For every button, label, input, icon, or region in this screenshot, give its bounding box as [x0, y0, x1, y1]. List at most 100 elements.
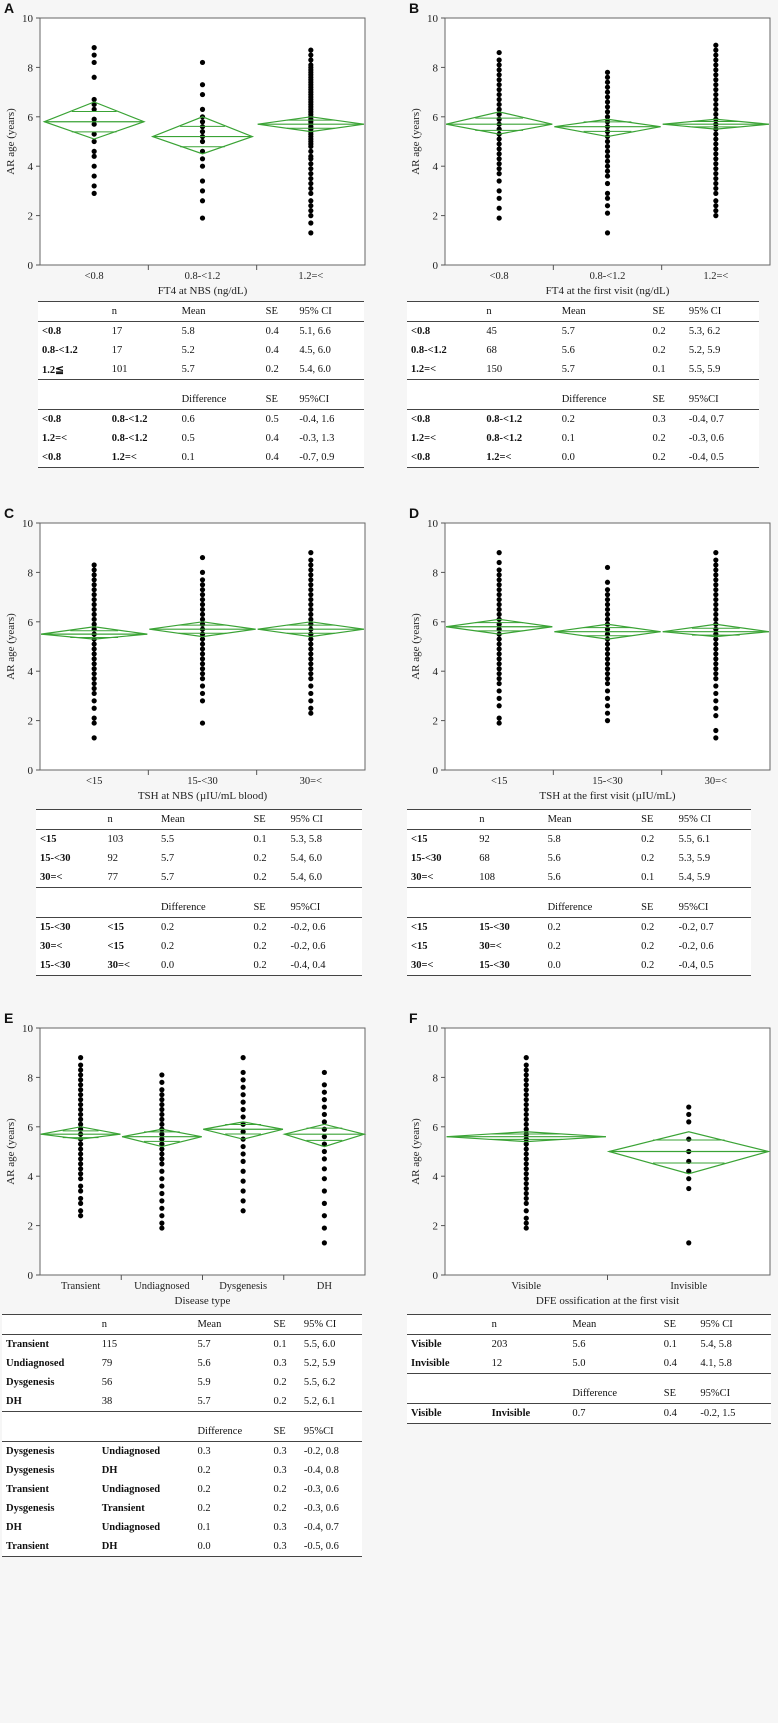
table-cell: 5.5, 5.9	[684, 360, 759, 380]
data-point	[240, 1151, 246, 1157]
data-point	[523, 1141, 529, 1147]
data-point	[604, 676, 611, 682]
data-point	[240, 1208, 246, 1214]
data-point	[91, 661, 97, 667]
data-point	[308, 710, 314, 716]
data-point	[496, 161, 502, 167]
data-point	[604, 89, 611, 95]
data-point	[604, 601, 611, 608]
table-cell: <0.8	[407, 409, 483, 429]
table-cell: -0.2, 0.6	[286, 917, 362, 937]
data-point	[199, 690, 206, 697]
y-tick-label: 2	[28, 1221, 34, 1233]
data-point	[604, 138, 611, 145]
data-point	[604, 195, 611, 201]
data-point	[199, 138, 206, 145]
table-row: 1.2=< 0.8-<1.2 0.1 0.2 -0.3, 0.6	[407, 429, 759, 448]
data-point	[199, 592, 206, 598]
data-point	[604, 94, 611, 100]
data-point	[523, 1055, 529, 1061]
table-cell: <0.8	[407, 321, 483, 341]
data-point	[713, 611, 719, 617]
data-point	[308, 562, 314, 568]
data-point	[78, 1188, 84, 1194]
data-point	[713, 713, 719, 719]
data-point	[713, 82, 719, 88]
y-tick-label: 8	[433, 567, 439, 579]
data-point	[199, 606, 206, 613]
table-cell: 5.7	[193, 1392, 270, 1412]
table-cell	[407, 898, 475, 918]
data-point	[523, 1171, 529, 1177]
data-point	[523, 1166, 529, 1172]
y-tick-label: 6	[433, 1122, 439, 1134]
data-point	[321, 1240, 327, 1246]
data-point	[321, 1104, 327, 1110]
table-cell: 0.2	[261, 360, 296, 380]
table-gap	[407, 380, 759, 391]
panel-label: C	[4, 505, 15, 521]
table-cell: 0.2	[557, 409, 649, 429]
data-point	[91, 131, 97, 137]
data-point	[240, 1084, 246, 1090]
data-point	[199, 587, 206, 593]
data-point	[240, 1188, 246, 1194]
table-cell	[407, 1384, 488, 1404]
table-gap	[407, 888, 751, 899]
table-row: DH 38 5.7 0.2 5.2, 6.1	[2, 1392, 362, 1412]
y-tick-label: 2	[433, 716, 439, 728]
table-cell: <15	[407, 829, 476, 849]
table-cell: 5.4, 6.0	[286, 868, 362, 888]
data-point	[199, 651, 206, 657]
data-point	[496, 559, 502, 566]
data-point	[91, 52, 97, 58]
table-cell: 15-<30	[40, 853, 71, 864]
table-cell: SE	[652, 394, 665, 405]
table-cell: DH	[97, 1537, 194, 1557]
data-point	[308, 690, 314, 697]
data-point	[321, 1200, 327, 1206]
table-row: <0.8 45 5.7 0.2 5.3, 6.2	[407, 321, 759, 341]
data-point	[713, 141, 719, 147]
table-cell: 0.2	[547, 941, 561, 952]
x-tick-label: 30=<	[705, 776, 727, 787]
data-point	[713, 676, 719, 682]
data-point	[78, 1106, 84, 1113]
table-row: Visible 203 5.6 0.1 5.4, 5.8	[407, 1334, 771, 1354]
table-cell: 0.4	[261, 448, 296, 468]
x-tick-label: <0.8	[85, 271, 104, 282]
table-cell	[98, 1422, 194, 1442]
data-point	[713, 146, 719, 152]
table-cell: 5.6	[568, 1334, 660, 1354]
table-cell: 0.2	[641, 941, 655, 952]
table-cell: -0.4, 0.5	[674, 956, 751, 976]
data-point	[686, 1240, 692, 1246]
data-point	[604, 143, 611, 150]
data-point	[496, 582, 502, 588]
data-point	[321, 1141, 327, 1147]
data-point	[713, 180, 719, 187]
data-point	[240, 1143, 246, 1150]
panel-label: F	[409, 1010, 418, 1026]
data-point	[78, 1121, 84, 1127]
table-cell: 0.5	[181, 433, 195, 444]
table-cell: 0.2	[641, 853, 655, 864]
data-point	[91, 567, 97, 573]
data-point	[91, 153, 97, 159]
data-point	[496, 720, 502, 726]
chart-c: 0 2 4 6 8 10 <15 15-<30 30=< TSH at NBS (µIU/mL b…	[5, 518, 366, 802]
table-cell: -0.4, 0.8	[303, 1465, 339, 1476]
data-point	[604, 564, 611, 571]
table-cell: Dysgenesis	[2, 1441, 98, 1461]
x-tick-label: <15	[491, 776, 507, 787]
table-row: 15-<30 30=< 0.0 0.2 -0.4, 0.4	[36, 956, 362, 976]
table-cell: 5.6	[547, 853, 561, 864]
data-point	[604, 671, 611, 677]
data-point	[199, 671, 206, 677]
data-point	[496, 577, 502, 583]
table-cell: SE	[265, 394, 278, 405]
data-point	[496, 695, 502, 701]
data-point	[91, 621, 97, 627]
data-point	[78, 1082, 84, 1088]
table-cell: 0.2	[652, 433, 666, 444]
